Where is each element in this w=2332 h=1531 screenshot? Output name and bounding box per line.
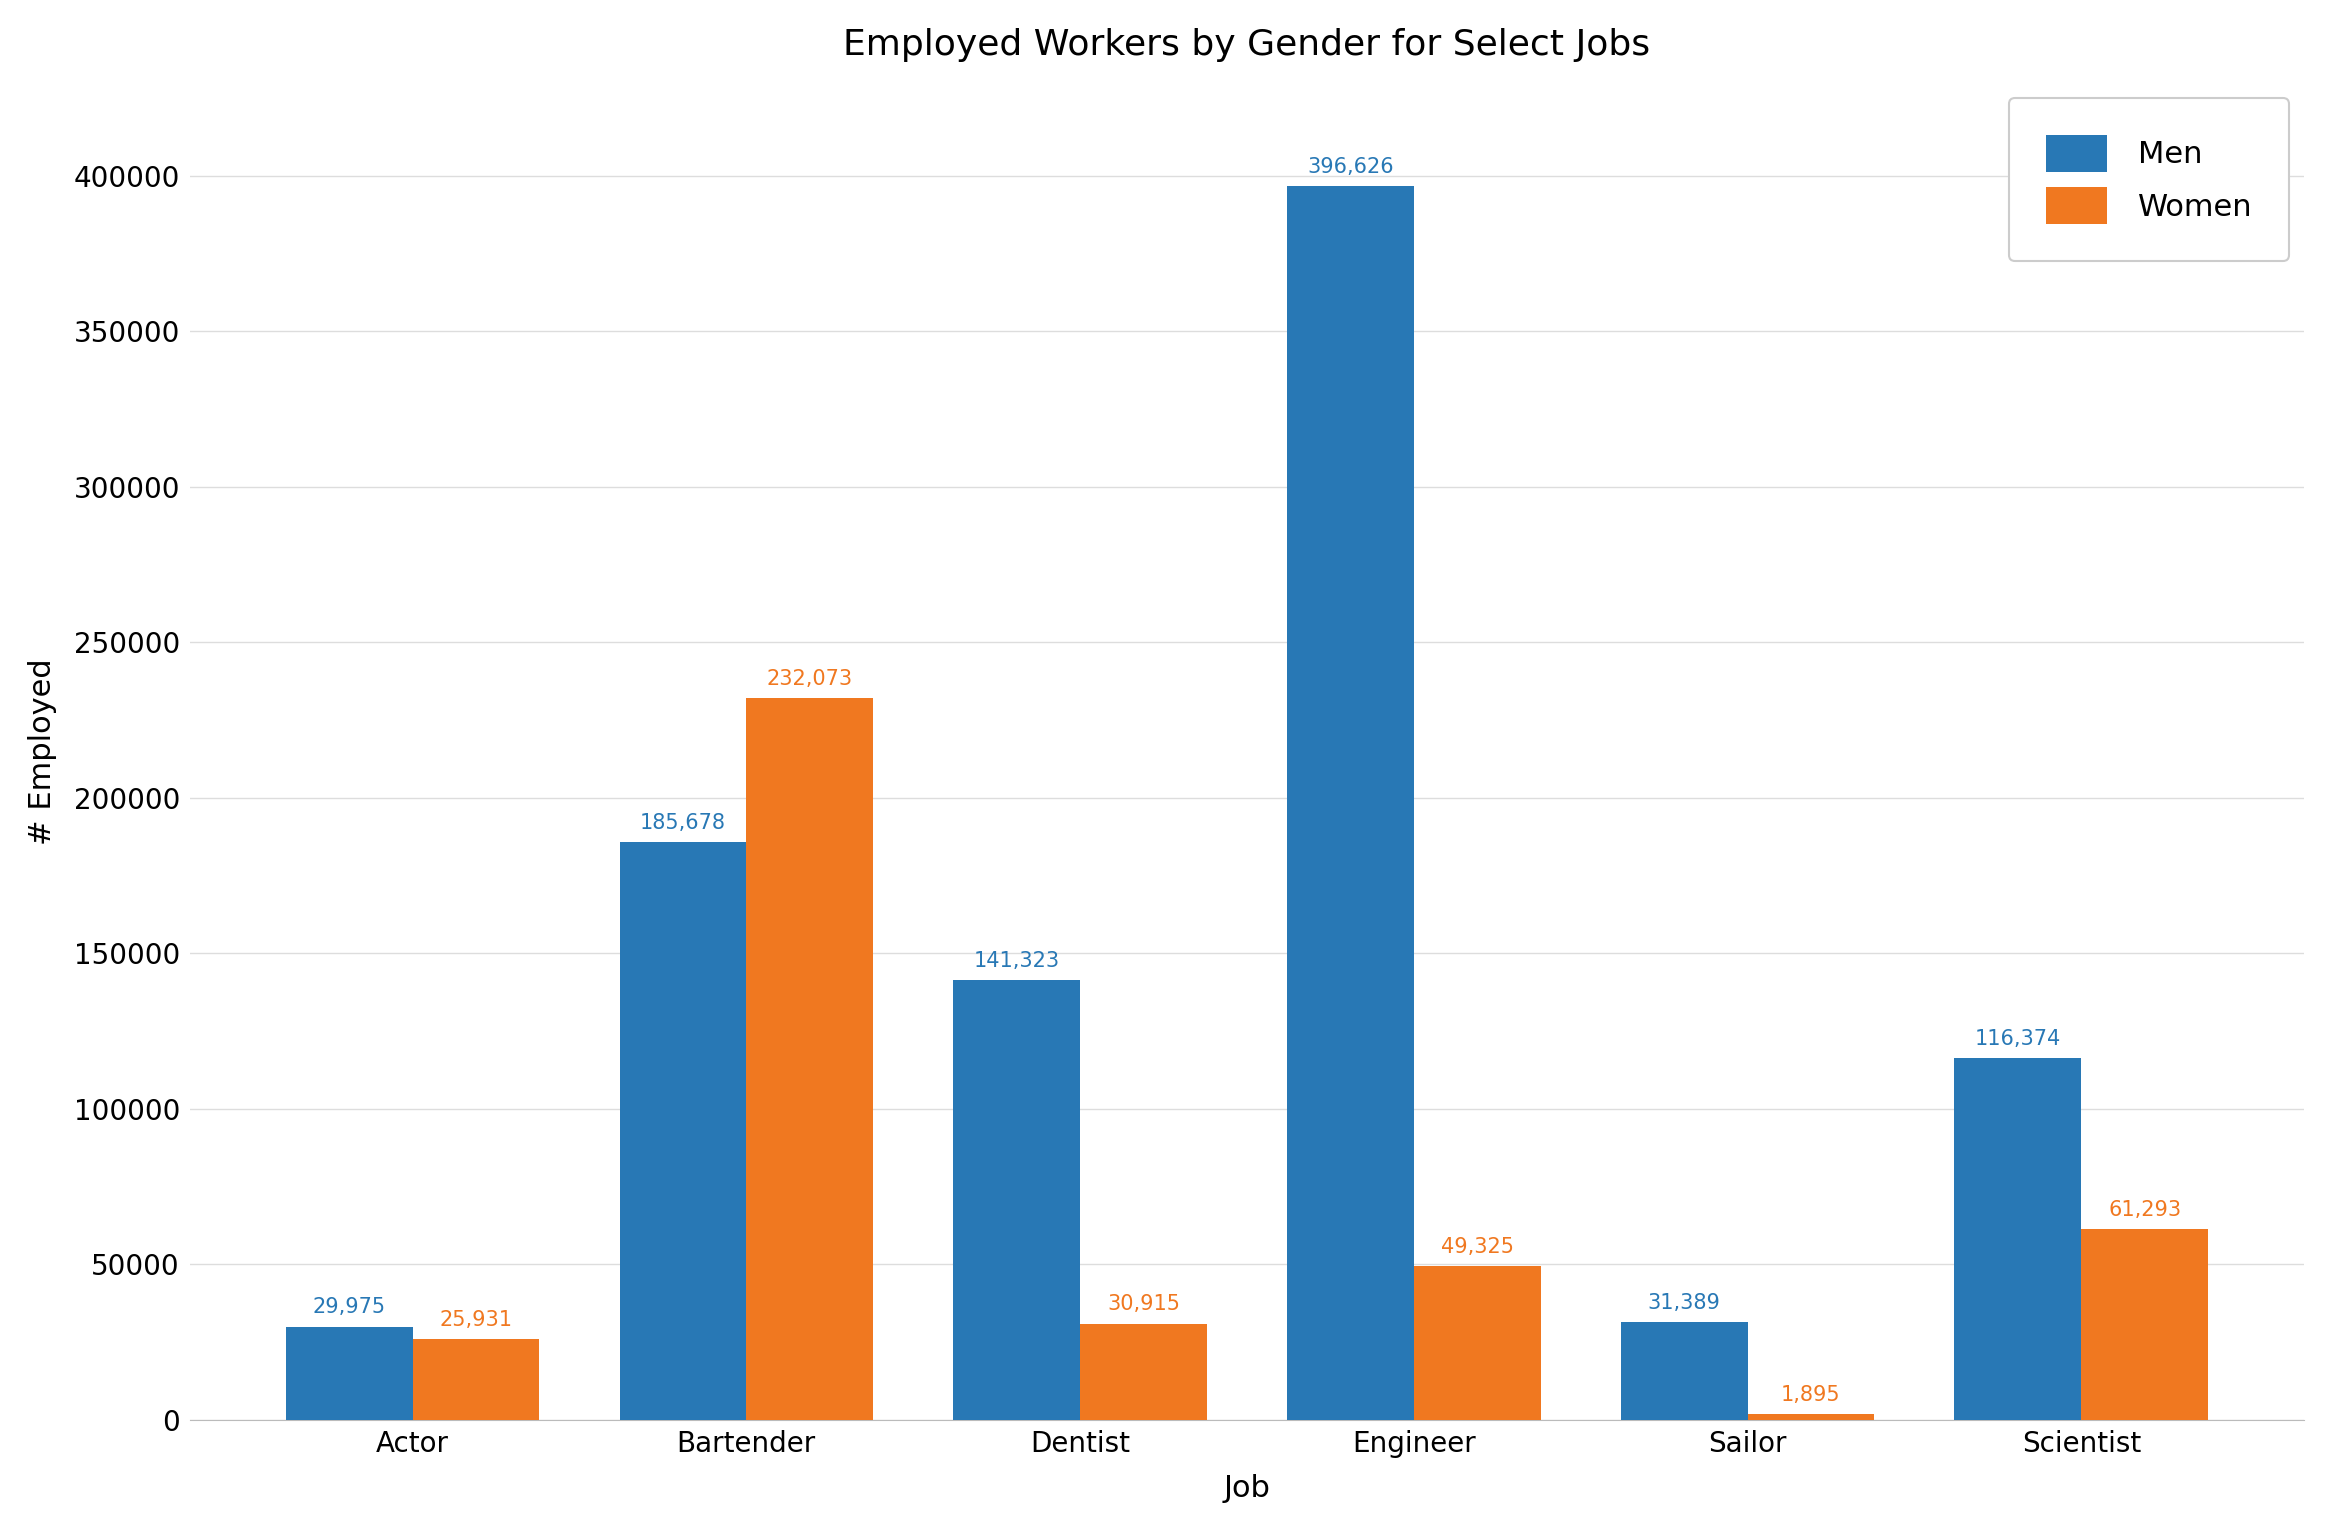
Text: 61,293: 61,293 bbox=[2108, 1200, 2180, 1220]
Legend: Men, Women: Men, Women bbox=[2010, 98, 2290, 260]
Bar bbox=[620, 842, 746, 1419]
Text: 30,915: 30,915 bbox=[1108, 1294, 1180, 1314]
Text: 141,323: 141,323 bbox=[972, 951, 1059, 971]
Bar bbox=[746, 698, 872, 1419]
Bar bbox=[1413, 1266, 1541, 1419]
Text: 25,931: 25,931 bbox=[438, 1311, 513, 1330]
Bar bbox=[1747, 1415, 1875, 1419]
Text: 116,374: 116,374 bbox=[1975, 1029, 2061, 1049]
Title: Employed Workers by Gender for Select Jobs: Employed Workers by Gender for Select Jo… bbox=[844, 28, 1651, 61]
Text: 185,678: 185,678 bbox=[639, 813, 725, 833]
Text: 232,073: 232,073 bbox=[767, 669, 854, 689]
Bar bbox=[287, 1327, 413, 1419]
Text: 49,325: 49,325 bbox=[1441, 1237, 1513, 1257]
Bar bbox=[1080, 1324, 1208, 1419]
Bar bbox=[2080, 1229, 2208, 1419]
Text: 31,389: 31,389 bbox=[1649, 1292, 1721, 1314]
Y-axis label: # Employed: # Employed bbox=[28, 658, 56, 845]
Bar bbox=[413, 1340, 539, 1419]
Text: 29,975: 29,975 bbox=[312, 1297, 385, 1317]
Text: 1,895: 1,895 bbox=[1782, 1384, 1840, 1404]
Bar bbox=[1621, 1323, 1747, 1419]
Bar bbox=[1954, 1058, 2080, 1419]
Text: 396,626: 396,626 bbox=[1308, 158, 1395, 178]
Bar bbox=[1287, 187, 1413, 1419]
X-axis label: Job: Job bbox=[1224, 1474, 1271, 1503]
Bar bbox=[954, 980, 1080, 1419]
